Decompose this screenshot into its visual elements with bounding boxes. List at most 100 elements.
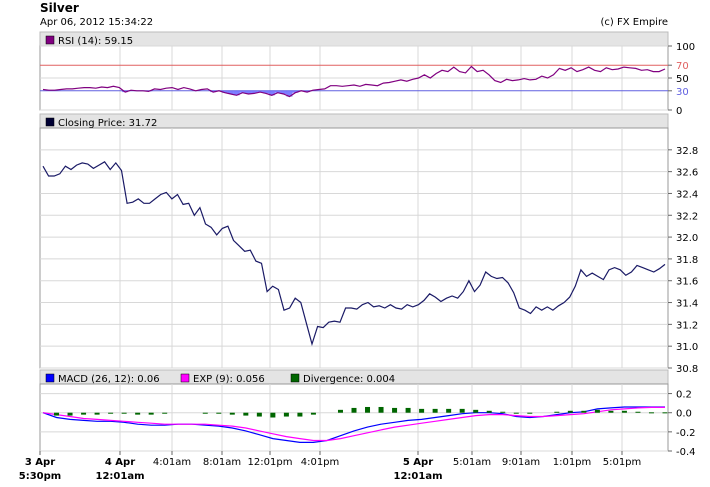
divergence-bar bbox=[337, 409, 343, 413]
legend-swatch bbox=[180, 373, 190, 383]
divergence-bar bbox=[81, 412, 87, 415]
divergence-bar bbox=[216, 412, 222, 414]
divergence-bar bbox=[270, 412, 276, 418]
divergence-bar bbox=[554, 411, 560, 413]
chart-datetime: Apr 06, 2012 15:34:22 bbox=[40, 17, 154, 28]
rsi-oversold-fill bbox=[245, 90, 252, 94]
divergence-bar bbox=[256, 412, 262, 417]
divergence-bar bbox=[500, 411, 506, 413]
xtick-label: 5:01am bbox=[453, 457, 491, 468]
rsi-oversold-fill bbox=[280, 90, 287, 94]
xtick-label: 4 Apr bbox=[105, 457, 135, 468]
divergence-bar bbox=[378, 406, 384, 413]
xtick-label: 12:01am bbox=[96, 471, 145, 482]
macd-ytick-label: 0.2 bbox=[676, 390, 692, 401]
legend-swatch bbox=[45, 117, 55, 127]
rsi-oversold-fill bbox=[286, 90, 293, 97]
legend-label: Closing Price: 31.72 bbox=[58, 118, 157, 129]
rsi-oversold-fill bbox=[233, 90, 240, 96]
divergence-bar bbox=[405, 407, 411, 413]
divergence-bar bbox=[648, 412, 654, 414]
chart-title: Silver bbox=[40, 1, 79, 15]
price-ytick-label: 30.8 bbox=[676, 364, 698, 375]
divergence-bar bbox=[148, 412, 154, 415]
divergence-bar bbox=[108, 412, 114, 414]
legend-swatch bbox=[45, 35, 55, 45]
rsi-ytick-label: 50 bbox=[676, 74, 689, 85]
xtick-label: 5:30pm bbox=[19, 471, 61, 482]
divergence-bar bbox=[608, 410, 614, 413]
xtick-label: 9:01am bbox=[502, 457, 540, 468]
divergence-bar bbox=[662, 412, 668, 414]
divergence-bar bbox=[621, 410, 627, 413]
divergence-bar bbox=[392, 407, 398, 413]
divergence-bar bbox=[310, 412, 316, 415]
divergence-bar bbox=[365, 406, 371, 413]
xtick-label: 12:01am bbox=[394, 471, 443, 482]
macd-plot-area bbox=[39, 383, 669, 452]
price-ytick-label: 32.8 bbox=[676, 146, 698, 157]
price-ytick-label: 32.6 bbox=[676, 168, 698, 179]
xtick-label: 5 Apr bbox=[403, 457, 433, 468]
rsi-oversold-fill bbox=[221, 90, 228, 93]
divergence-bar bbox=[94, 412, 100, 415]
macd-ytick-label: -0.4 bbox=[676, 447, 696, 458]
macd-ytick-label: 0.0 bbox=[676, 409, 692, 420]
rsi-oversold-fill bbox=[304, 90, 311, 93]
price-ytick-label: 32.4 bbox=[676, 189, 698, 200]
rsi-oversold-fill bbox=[292, 90, 299, 93]
rsi-legend-band bbox=[39, 31, 669, 47]
divergence-bar bbox=[135, 412, 141, 415]
divergence-bar bbox=[297, 412, 303, 417]
price-ytick-label: 31.0 bbox=[676, 342, 698, 353]
divergence-bar bbox=[419, 408, 425, 413]
divergence-bar bbox=[459, 408, 465, 413]
divergence-bar bbox=[54, 412, 60, 416]
price-ytick-label: 31.4 bbox=[676, 299, 698, 310]
rsi-ytick-label: 100 bbox=[676, 42, 695, 53]
macd-panel bbox=[39, 369, 672, 452]
divergence-bar bbox=[446, 408, 452, 413]
divergence-bar bbox=[121, 412, 127, 414]
divergence-bar bbox=[162, 412, 168, 414]
price-panel bbox=[39, 113, 672, 369]
xtick-label: 4:01am bbox=[153, 457, 191, 468]
rsi-series-line bbox=[42, 65, 666, 98]
rsi-ytick-label: 30 bbox=[676, 87, 689, 98]
price-ytick-label: 31.2 bbox=[676, 320, 698, 331]
divergence-bar bbox=[229, 412, 235, 415]
rsi-oversold-fill bbox=[268, 90, 275, 96]
divergence-bar bbox=[527, 412, 533, 414]
rsi-ytick-label: 0 bbox=[676, 106, 682, 117]
price-series-line bbox=[42, 161, 666, 347]
xtick-label: 4:01pm bbox=[301, 457, 340, 468]
divergence-bar bbox=[283, 412, 289, 417]
rsi-oversold-fill bbox=[251, 90, 258, 94]
legend-label: MACD (26, 12): 0.06 bbox=[58, 374, 160, 385]
rsi-oversold-fill bbox=[239, 90, 246, 93]
divergence-bar bbox=[567, 410, 573, 413]
legend-label: EXP (9): 0.056 bbox=[193, 374, 265, 385]
divergence-bar bbox=[594, 409, 600, 413]
divergence-bar bbox=[486, 410, 492, 413]
xtick-label: 12:01pm bbox=[248, 457, 293, 468]
xtick-label: 3 Apr bbox=[25, 457, 55, 468]
legend-swatch bbox=[290, 373, 300, 383]
xtick-label: 8:01am bbox=[203, 457, 241, 468]
rsi-panel bbox=[39, 31, 672, 111]
divergence-bar bbox=[473, 409, 479, 413]
price-ytick-label: 32.0 bbox=[676, 233, 698, 244]
divergence-bar bbox=[67, 412, 73, 416]
chart-copyright: (c) FX Empire bbox=[600, 17, 669, 28]
price-ytick-label: 31.8 bbox=[676, 255, 698, 266]
divergence-bar bbox=[581, 410, 587, 413]
legend-swatch bbox=[45, 373, 55, 383]
xtick-label: 1:01pm bbox=[553, 457, 592, 468]
rsi-oversold-fill bbox=[227, 90, 234, 94]
divergence-bar bbox=[202, 412, 208, 414]
legend-label: RSI (14): 59.15 bbox=[58, 36, 133, 47]
rsi-oversold-fill bbox=[262, 90, 269, 94]
rsi-oversold-fill bbox=[257, 90, 264, 93]
rsi-ytick-label: 70 bbox=[676, 61, 689, 72]
